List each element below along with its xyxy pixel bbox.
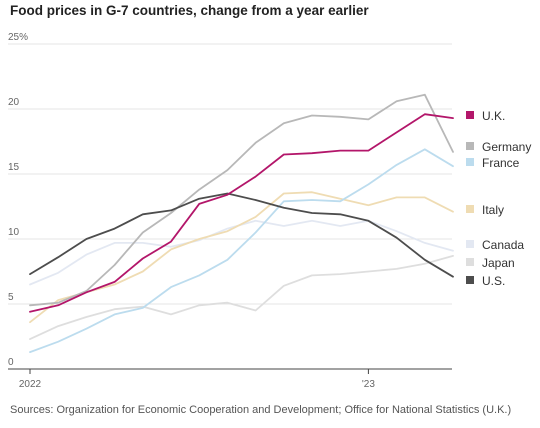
chart-title: Food prices in G-7 countries, change fro… (10, 3, 369, 18)
y-tick-label: 5 (8, 292, 14, 303)
legend-swatch-japan (466, 258, 474, 266)
legend-swatch-u-k (466, 111, 474, 119)
legend-label-canada: Canada (482, 238, 524, 252)
legend-label-u-k: U.K. (482, 109, 505, 123)
legend-swatch-u-s (466, 276, 474, 284)
series-line-italy (29, 191, 454, 324)
source-note: Sources: Organization for Economic Coope… (10, 404, 512, 416)
legend-swatch-canada (466, 240, 474, 248)
legend-swatch-italy (466, 205, 474, 213)
legend-label-italy: Italy (482, 203, 504, 217)
y-tick-label: 15 (8, 162, 20, 173)
x-tick-label: '23 (362, 379, 375, 390)
legend-label-germany: Germany (482, 140, 531, 154)
y-tick-label: 25% (8, 32, 28, 43)
x-tick-label: 2022 (19, 379, 42, 390)
y-tick-label: 0 (8, 357, 14, 368)
series-line-france (29, 148, 454, 354)
series-line-u-k (29, 113, 454, 313)
legend-label-france: France (482, 156, 520, 170)
legend-label-u-s: U.S. (482, 274, 505, 288)
legend-swatch-france (466, 158, 474, 166)
series-line-u-s (29, 192, 454, 278)
series-line-canada (29, 219, 454, 286)
y-tick-label: 10 (8, 227, 20, 238)
series-line-japan (29, 254, 454, 341)
series-line-germany (29, 93, 454, 307)
y-tick-label: 20 (8, 97, 20, 108)
legend-swatch-germany (466, 142, 474, 150)
legend-label-japan: Japan (482, 256, 515, 270)
